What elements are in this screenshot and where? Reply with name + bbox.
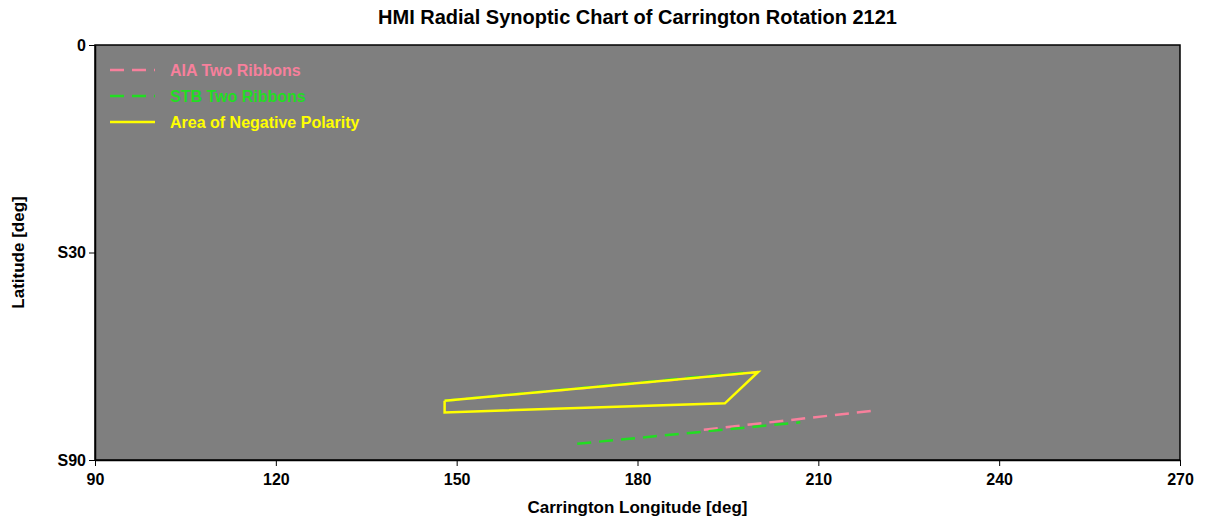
y-tick-label: S30 <box>58 244 87 261</box>
x-tick: 210 <box>805 460 832 488</box>
marks <box>445 372 879 444</box>
x-tick-label: 120 <box>263 471 290 488</box>
x-tick-label: 240 <box>986 471 1013 488</box>
legend: AIA Two Ribbons STB Two Ribbons Area of Ne… <box>110 62 360 131</box>
y-tick-mark <box>89 253 95 254</box>
y-tick-mark <box>89 45 95 46</box>
y-axis-title: Latitude [deg] <box>9 196 28 308</box>
x-tick: 90 <box>87 460 105 488</box>
x-tick-mark <box>457 460 458 466</box>
x-tick-mark <box>95 460 96 466</box>
legend-swatch <box>110 95 155 98</box>
y-tick-label: S90 <box>58 452 87 469</box>
x-axis-title: Carrington Longitude [deg] <box>527 498 747 517</box>
x-tick-mark <box>638 460 639 466</box>
legend-swatch <box>110 69 155 72</box>
x-tick: 270 <box>1167 460 1194 488</box>
x-tick-mark <box>818 460 819 466</box>
x-tick: 240 <box>986 460 1013 488</box>
y-tick: 0 <box>77 37 95 54</box>
series-line <box>445 372 758 412</box>
x-tick-mark <box>999 460 1000 466</box>
x-tick-label: 210 <box>805 471 832 488</box>
legend-swatch <box>110 121 155 124</box>
x-tick-mark <box>1180 460 1181 466</box>
x-tick-label: 180 <box>625 471 652 488</box>
series-line <box>445 372 801 444</box>
y-tick: S30 <box>58 244 95 261</box>
legend-label: STB Two Ribbons <box>170 88 306 105</box>
x-tick: 150 <box>444 460 471 488</box>
plot-area <box>95 45 1180 460</box>
y-tick: S90 <box>58 452 95 469</box>
title: HMI Radial Synoptic Chart of Carrington … <box>378 6 897 28</box>
y-tick-mark <box>89 460 95 461</box>
x-tick-mark <box>276 460 277 466</box>
chart: HMI Radial Synoptic Chart of Carrington … <box>0 0 1210 525</box>
x-tick-label: 90 <box>87 471 105 488</box>
series-line <box>445 372 879 430</box>
y-tick-label: 0 <box>77 37 86 54</box>
x-tick: 180 <box>625 460 652 488</box>
x-axis: 90 120 150 180 210 240 270 <box>87 460 1194 488</box>
legend-label: AIA Two Ribbons <box>170 62 301 79</box>
x-tick-label: 270 <box>1167 471 1194 488</box>
legend-label: Area of Negative Polarity <box>170 114 360 131</box>
y-axis: 0 S30 S90 <box>58 37 96 469</box>
x-tick: 120 <box>263 460 290 488</box>
x-tick-label: 150 <box>444 471 471 488</box>
